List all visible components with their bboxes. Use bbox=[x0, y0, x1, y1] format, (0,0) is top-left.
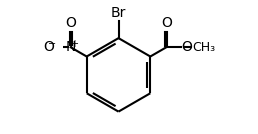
Text: +: + bbox=[70, 39, 78, 49]
Text: Br: Br bbox=[111, 6, 126, 20]
Text: O: O bbox=[181, 40, 192, 54]
Text: O: O bbox=[44, 40, 54, 54]
Text: −: − bbox=[48, 39, 56, 49]
Text: N: N bbox=[66, 40, 76, 54]
Text: O: O bbox=[65, 16, 76, 30]
Text: CH₃: CH₃ bbox=[192, 41, 215, 54]
Text: O: O bbox=[161, 16, 172, 30]
